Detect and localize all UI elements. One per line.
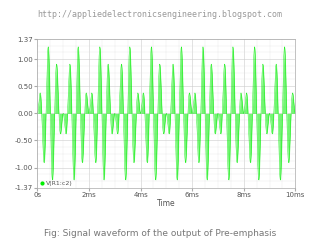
Text: http://appliedelectronicsengineering.blogspot.com: http://appliedelectronicsengineering.blo… <box>37 10 283 19</box>
Legend: V(R1:c2): V(R1:c2) <box>39 180 73 186</box>
X-axis label: Time: Time <box>157 199 176 208</box>
Text: Fig: Signal waveform of the output of Pre-emphasis: Fig: Signal waveform of the output of Pr… <box>44 228 276 238</box>
